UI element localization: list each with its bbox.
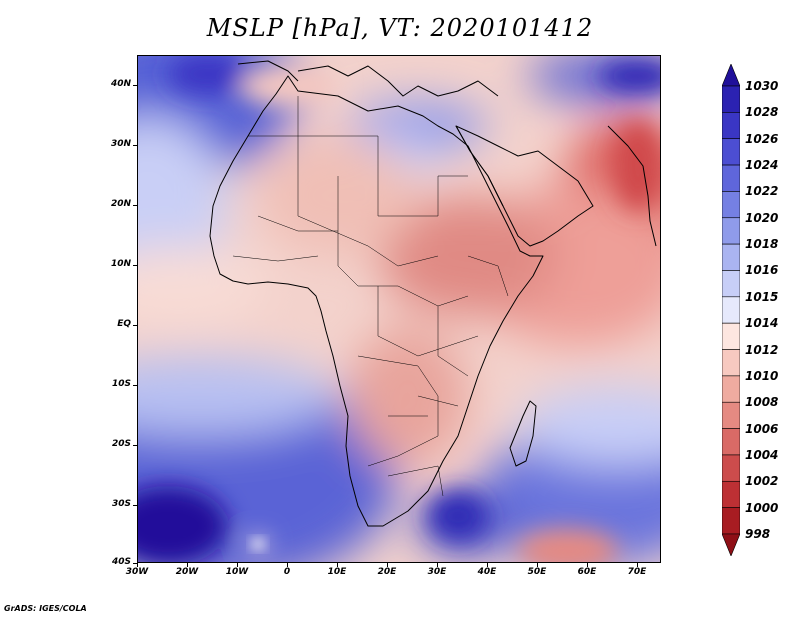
lat-label: 10S xyxy=(111,379,131,389)
lat-tick xyxy=(133,325,137,326)
colorbar-label: 1024 xyxy=(745,158,779,173)
lat-tick xyxy=(133,445,137,446)
lon-label: 20E xyxy=(377,567,397,577)
colorbar-label: 1022 xyxy=(745,184,779,199)
country-borders xyxy=(232,96,509,497)
lat-label: 20S xyxy=(111,439,131,449)
colorbar-box xyxy=(722,349,740,377)
colorbar-label: 1002 xyxy=(745,474,779,489)
lat-tick xyxy=(133,385,137,386)
lon-tick xyxy=(487,563,488,567)
lon-tick xyxy=(187,563,188,567)
footer-credit: GrADS: IGES/COLA xyxy=(4,604,87,613)
lat-label: EQ xyxy=(117,319,131,329)
lon-label: 40E xyxy=(477,567,497,577)
colorbar-box xyxy=(722,533,740,556)
lat-tick xyxy=(133,145,137,146)
colorbar-label: 1028 xyxy=(745,105,779,120)
colorbar-box xyxy=(722,428,740,456)
map-title: MSLP [hPa], VT: 2020101412 xyxy=(206,14,594,42)
colorbar-label: 1006 xyxy=(745,421,779,436)
lon-label: 10W xyxy=(225,567,249,577)
lon-label: 30W xyxy=(125,567,149,577)
colorbar-label: 1000 xyxy=(745,500,779,515)
lon-label: 50E xyxy=(527,567,547,577)
lon-tick xyxy=(337,563,338,567)
lon-label: 20W xyxy=(175,567,199,577)
colorbar-label: 1020 xyxy=(745,210,779,225)
lat-tick xyxy=(133,85,137,86)
colorbar-label: 1015 xyxy=(745,289,779,304)
lat-tick xyxy=(133,265,137,266)
colorbar-label: 1004 xyxy=(745,447,779,462)
lon-label: 60E xyxy=(577,567,597,577)
lon-tick xyxy=(387,563,388,567)
lon-tick xyxy=(537,563,538,567)
lat-label: 30N xyxy=(110,139,131,149)
colorbar-box xyxy=(722,454,740,482)
colorbar-label: 998 xyxy=(745,527,771,541)
lon-tick xyxy=(437,563,438,567)
colorbar-box xyxy=(722,191,740,219)
colorbar xyxy=(722,64,740,556)
lat-label: 30S xyxy=(111,499,131,509)
lat-tick xyxy=(133,505,137,506)
colorbar-label: 1010 xyxy=(745,368,779,383)
colorbar-box xyxy=(722,217,740,245)
mslp-map xyxy=(137,55,661,563)
lon-tick xyxy=(137,563,138,567)
colorbar-box xyxy=(722,270,740,298)
colorbar-box xyxy=(722,296,740,324)
colorbar-label: 1014 xyxy=(745,316,779,331)
colorbar-label: 1018 xyxy=(745,237,779,252)
colorbar-box xyxy=(722,64,740,87)
lon-label: 0 xyxy=(283,567,291,577)
colorbar-box xyxy=(722,164,740,192)
colorbar-box xyxy=(722,322,740,350)
lat-label: 20N xyxy=(110,199,131,209)
lat-label: 40N xyxy=(110,79,131,89)
colorbar-box xyxy=(722,138,740,166)
colorbar-box xyxy=(722,112,740,140)
colorbar-box xyxy=(722,243,740,271)
colorbar-box xyxy=(722,480,740,508)
lon-tick xyxy=(637,563,638,567)
colorbar-label: 1026 xyxy=(745,131,779,146)
lat-tick xyxy=(133,563,137,564)
colorbar-label: 1008 xyxy=(745,395,779,410)
lon-label: 30E xyxy=(427,567,447,577)
colorbar-label: 1012 xyxy=(745,342,779,357)
lon-tick xyxy=(587,563,588,567)
colorbar-label: 1016 xyxy=(745,263,779,278)
lon-tick xyxy=(237,563,238,567)
colorbar-box xyxy=(722,375,740,403)
colorbar-box xyxy=(722,401,740,429)
coastlines xyxy=(209,60,657,527)
lon-tick xyxy=(287,563,288,567)
lon-label: 70E xyxy=(627,567,647,577)
lon-label: 10E xyxy=(327,567,347,577)
lat-tick xyxy=(133,205,137,206)
colorbar-box xyxy=(722,85,740,113)
lat-label: 10N xyxy=(110,259,131,269)
lat-label: 40S xyxy=(111,557,131,567)
map-canvas xyxy=(138,56,660,562)
colorbar-label: 1030 xyxy=(745,79,779,93)
colorbar-box xyxy=(722,507,740,535)
